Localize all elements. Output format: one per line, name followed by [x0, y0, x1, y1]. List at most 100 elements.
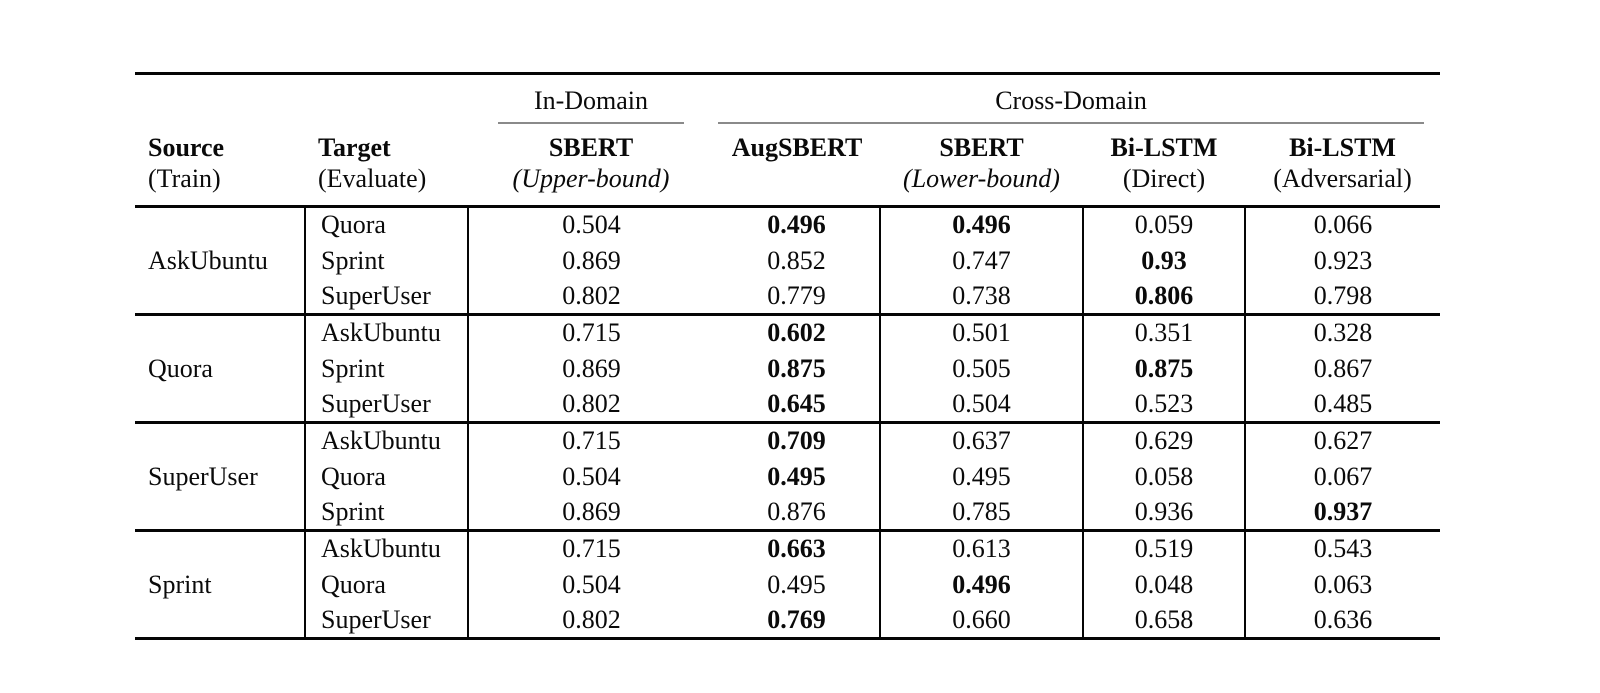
in-domain-label: In-Domain — [533, 85, 649, 115]
header-target: Target (Evaluate) — [318, 132, 427, 193]
cell-sbert-upper-bound: 0.715 — [467, 422, 714, 459]
cell-sbert-lower-bound: 0.637 — [879, 422, 1083, 459]
cell-sbert-lower-bound: 0.496 — [879, 566, 1083, 603]
cell-sbert-upper-bound: 0.802 — [467, 386, 714, 423]
cell-bilstm-adversarial: 0.923 — [1243, 242, 1441, 279]
cell-augsbert: 0.875 — [767, 353, 826, 383]
cell-bilstm-adversarial: 0.636 — [1243, 602, 1441, 639]
cell-augsbert: 0.495 — [767, 461, 826, 491]
column-group-in-domain: In-Domain — [468, 74, 714, 124]
cell-bilstm-adversarial: 0.328 — [1243, 314, 1441, 351]
header-bilstm-direct: Bi-LSTM (Direct) — [1110, 132, 1218, 193]
cell-bilstm-direct: 0.629 — [1082, 422, 1245, 459]
header-sbert-lower-bound: SBERT (Lower-bound) — [903, 132, 1060, 193]
cell-augsbert: 0.496 — [767, 210, 826, 240]
table-row: Sprint 0.869 0.852 0.747 0.93 0.923 — [135, 242, 1441, 279]
cell-target: Sprint — [304, 242, 468, 279]
cell-bilstm-adversarial: 0.937 — [1243, 494, 1441, 531]
table-row: SuperUser 0.802 0.769 0.660 0.658 0.636 — [135, 602, 1441, 639]
cell-sbert-lower-bound: 0.613 — [879, 530, 1083, 567]
cell-bilstm-direct: 0.058 — [1082, 458, 1245, 495]
cell-bilstm-adversarial: 0.063 — [1243, 566, 1441, 603]
column-group-row: In-Domain Cross-Domain — [135, 74, 1440, 124]
cell-sbert-lower-bound: 0.501 — [879, 314, 1083, 351]
header-source: Source (Train) — [148, 132, 225, 193]
cell-sbert-upper-bound: 0.802 — [467, 602, 714, 639]
table-row: Quora 0.504 0.495 0.495 0.058 0.067 — [135, 458, 1441, 495]
cell-sbert-lower-bound: 0.495 — [879, 458, 1083, 495]
table-row: Sprint 0.869 0.876 0.785 0.936 0.937 — [135, 494, 1441, 531]
cell-sbert-lower-bound: 0.738 — [879, 278, 1083, 315]
table-row: Sprint 0.869 0.875 0.505 0.875 0.867 — [135, 350, 1441, 387]
cell-augsbert: 0.602 — [767, 318, 826, 348]
cell-bilstm-direct: 0.059 — [1082, 206, 1245, 243]
cell-source: Quora — [148, 353, 213, 383]
cell-target: Quora — [304, 206, 468, 243]
cell-augsbert: 0.876 — [767, 496, 826, 526]
cell-bilstm-direct: 0.936 — [1082, 494, 1245, 531]
source-group: SuperUser AskUbuntu 0.715 0.709 0.637 0.629 0.… — [135, 422, 1441, 531]
table-row: Sprint AskUbuntu 0.715 0.663 0.613 0.519 0.543 — [135, 530, 1441, 599]
cell-bilstm-direct: 0.658 — [1082, 602, 1245, 639]
header-sbert-upper-bound: SBERT (Upper-bound) — [512, 132, 670, 193]
cell-sbert-upper-bound: 0.869 — [467, 494, 714, 531]
cell-augsbert: 0.709 — [767, 426, 826, 456]
cell-sbert-upper-bound: 0.715 — [467, 530, 714, 567]
header-bilstm-adversarial: Bi-LSTM (Adversarial) — [1273, 132, 1412, 193]
column-group-cross-domain: Cross-Domain — [714, 74, 1440, 124]
cell-bilstm-adversarial: 0.066 — [1243, 206, 1441, 243]
cell-bilstm-direct: 0.875 — [1082, 350, 1245, 387]
cell-target: Sprint — [304, 350, 468, 387]
cell-target: Quora — [304, 566, 468, 603]
table-row: SuperUser 0.802 0.645 0.504 0.523 0.485 — [135, 386, 1441, 423]
cell-sbert-upper-bound: 0.504 — [467, 458, 714, 495]
cell-target: Sprint — [304, 494, 468, 531]
source-group: AskUbuntu Quora 0.504 0.496 0.496 0.059 0.066 S… — [135, 206, 1441, 315]
cell-sbert-lower-bound: 0.504 — [879, 386, 1083, 423]
cell-bilstm-adversarial: 0.543 — [1243, 530, 1441, 567]
blank-header-cell — [135, 74, 468, 124]
cell-sbert-upper-bound: 0.504 — [467, 566, 714, 603]
cell-source: AskUbuntu — [148, 245, 268, 275]
cell-bilstm-adversarial: 0.627 — [1243, 422, 1441, 459]
table-header: In-Domain Cross-Domain Source (Train) Ta… — [135, 74, 1441, 207]
table-row: Quora AskUbuntu 0.715 0.602 0.501 0.351 0.328 — [135, 314, 1441, 383]
cross-domain-label: Cross-Domain — [995, 85, 1147, 115]
cell-bilstm-direct: 0.351 — [1082, 314, 1245, 351]
source-group: Quora AskUbuntu 0.715 0.602 0.501 0.351 0.328 S… — [135, 314, 1441, 423]
cell-augsbert: 0.663 — [767, 534, 826, 564]
cell-source: Sprint — [148, 569, 212, 599]
cell-sbert-upper-bound: 0.715 — [467, 314, 714, 351]
cell-bilstm-direct: 0.048 — [1082, 566, 1245, 603]
cell-source: SuperUser — [148, 461, 258, 491]
cell-bilstm-direct: 0.93 — [1082, 242, 1245, 279]
cell-bilstm-direct: 0.806 — [1082, 278, 1245, 315]
table-row: SuperUser 0.802 0.779 0.738 0.806 0.798 — [135, 278, 1441, 315]
cell-augsbert: 0.779 — [767, 280, 826, 310]
cell-sbert-lower-bound: 0.785 — [879, 494, 1083, 531]
cell-sbert-lower-bound: 0.660 — [879, 602, 1083, 639]
cell-target: AskUbuntu — [304, 314, 468, 351]
cell-sbert-upper-bound: 0.869 — [467, 242, 714, 279]
column-header-row: Source (Train) Target (Evaluate) SBERT (… — [135, 124, 1440, 207]
cell-augsbert: 0.852 — [767, 245, 826, 275]
results-table: In-Domain Cross-Domain Source (Train) Ta… — [135, 72, 1441, 640]
cell-target: AskUbuntu — [304, 530, 468, 567]
cell-target: SuperUser — [304, 602, 468, 639]
cell-target: AskUbuntu — [304, 422, 468, 459]
cell-sbert-lower-bound: 0.496 — [879, 206, 1083, 243]
cell-augsbert: 0.769 — [767, 604, 826, 634]
source-group: Sprint AskUbuntu 0.715 0.663 0.613 0.519 0.543… — [135, 530, 1441, 639]
table-row: Quora 0.504 0.495 0.496 0.048 0.063 — [135, 566, 1441, 603]
header-augsbert: AugSBERT — [731, 132, 863, 162]
cell-augsbert: 0.645 — [767, 388, 826, 418]
table-row: SuperUser AskUbuntu 0.715 0.709 0.637 0.629 0.… — [135, 422, 1441, 491]
cell-bilstm-adversarial: 0.067 — [1243, 458, 1441, 495]
cell-sbert-upper-bound: 0.802 — [467, 278, 714, 315]
cell-bilstm-adversarial: 0.798 — [1243, 278, 1441, 315]
cell-bilstm-adversarial: 0.867 — [1243, 350, 1441, 387]
cell-bilstm-direct: 0.519 — [1082, 530, 1245, 567]
cell-sbert-lower-bound: 0.505 — [879, 350, 1083, 387]
cell-augsbert: 0.495 — [767, 569, 826, 599]
